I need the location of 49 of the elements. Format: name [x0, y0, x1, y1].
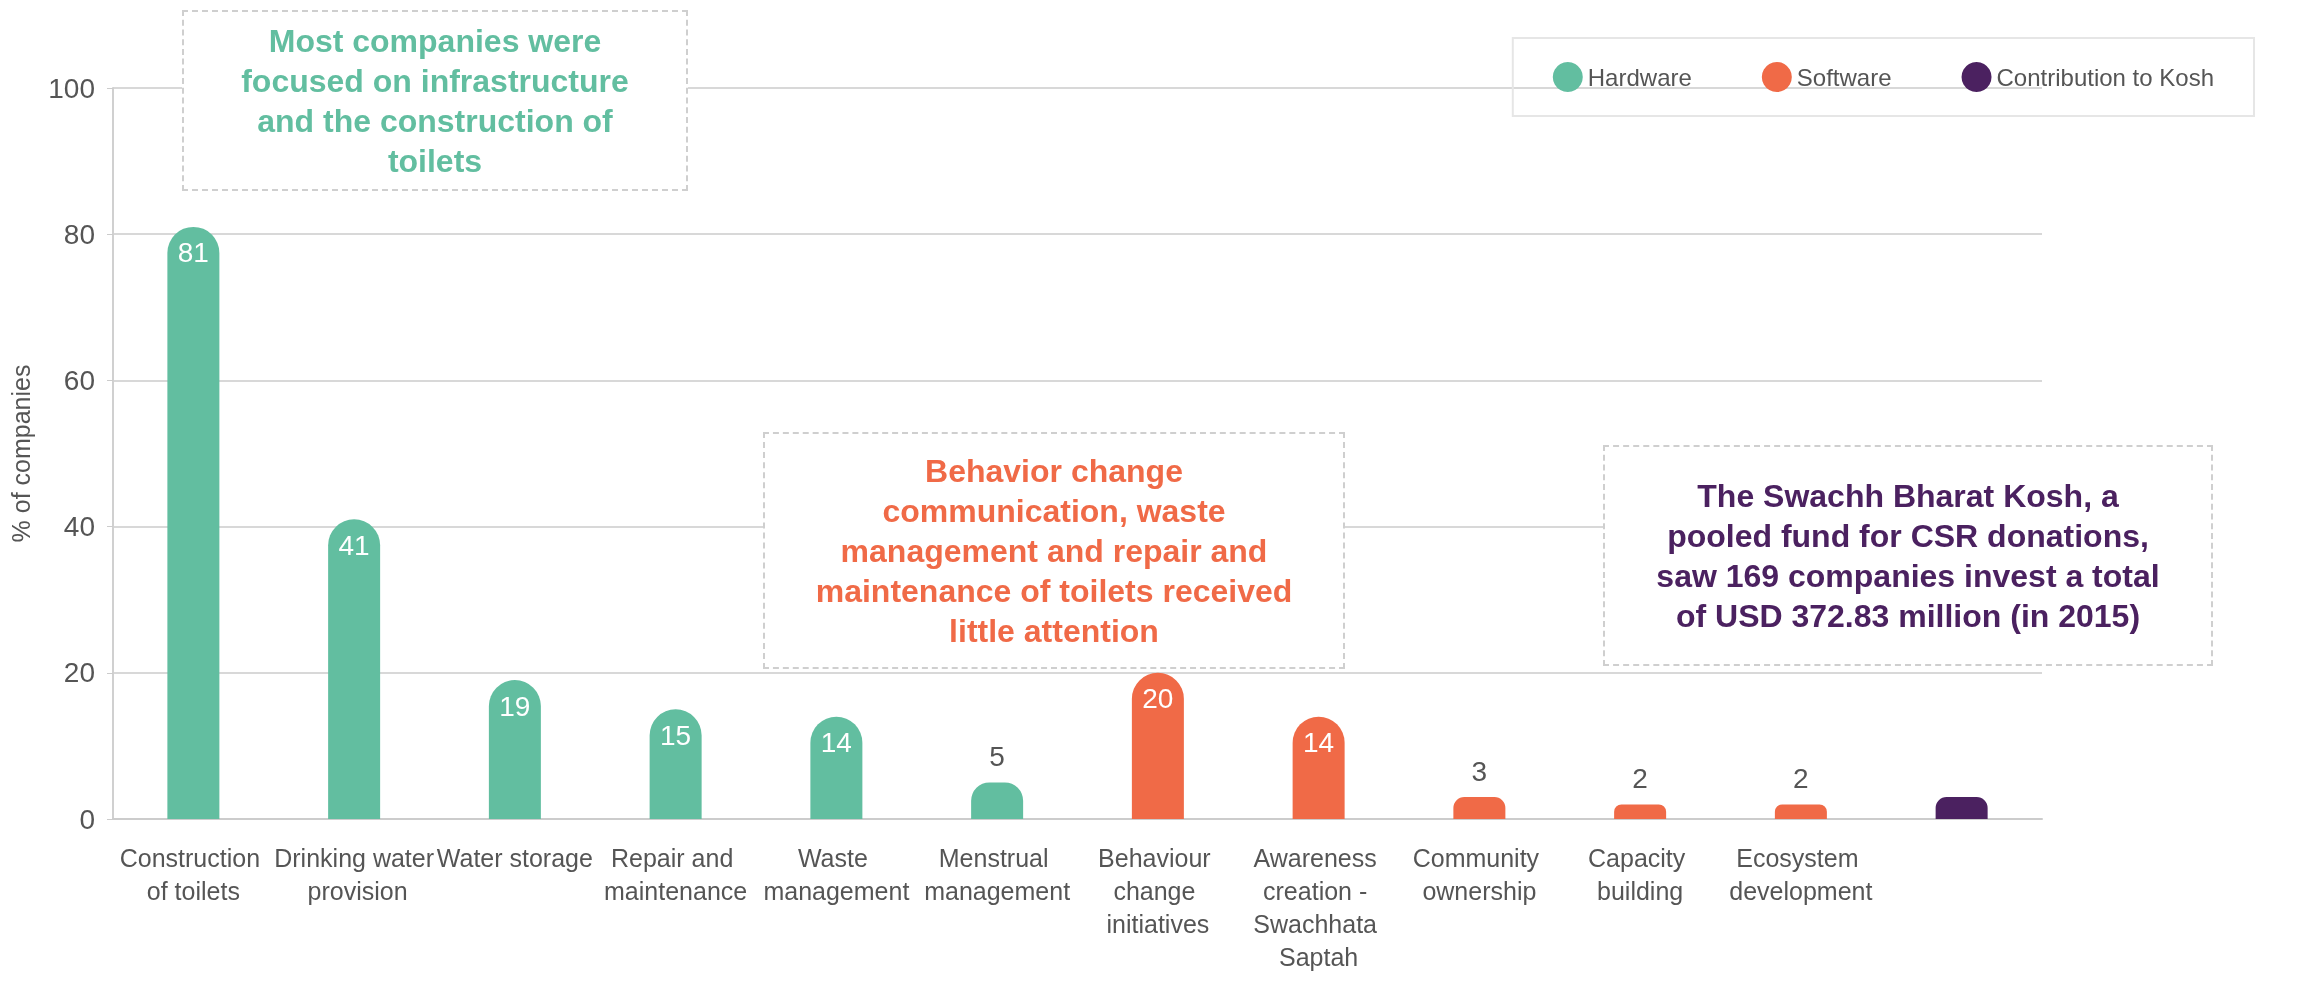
data-label: 20 [1142, 683, 1174, 715]
bar [167, 226, 220, 819]
annotation: The Swachh Bharat Kosh, a pooled fund for CSR donations, saw 169 companies invest a total of USD 372.83 million (in 2015) [1655, 476, 2161, 636]
x-tick-label: Water storage [436, 843, 593, 872]
bar [1292, 716, 1345, 819]
data-label: 3 [1471, 755, 1488, 787]
legend-label: Software [1796, 63, 1892, 91]
callout-box: Most companies were focused on infrastructure and the construction of toilets [182, 10, 688, 191]
x-tick-label: Repair and maintenance [604, 843, 748, 905]
callout-box: Behavior change communication, waste management and repair and maintenance of toilets received little attention [763, 432, 1345, 669]
bar [1935, 797, 1988, 819]
y-tick-label: 80 [63, 218, 95, 250]
legend-label: Contribution to Kosh [1996, 63, 2214, 91]
annotation: Behavior change communication, waste management and repair and maintenance of toilets received little attention [814, 451, 1294, 651]
data-label: 19 [499, 690, 531, 722]
x-tick-label: Menstrual management [924, 843, 1071, 905]
data-label: 2 [1793, 762, 1809, 794]
x-tick-label: Ecosystem development [1729, 843, 1873, 905]
x-tick-label: Construction of toilets [119, 843, 268, 905]
y-tick-label: 100 [48, 72, 95, 104]
bar [649, 709, 702, 819]
x-tick-label: Waste management [763, 843, 910, 905]
bar [1614, 804, 1667, 819]
x-tick-label: Drinking water provision [274, 843, 435, 905]
x-tick-label: Capacity building [1588, 843, 1693, 905]
data-label: 14 [820, 727, 852, 759]
callout-box: The Swachh Bharat Kosh, a pooled fund for CSR donations, saw 169 companies invest a total of USD 372.83 million (in 2015) [1603, 445, 2213, 666]
data-label: 14 [1303, 727, 1335, 759]
x-tick-label: Awareness creation - Swachhata Saptah [1253, 843, 1384, 971]
data-label: 41 [338, 529, 370, 561]
bar [1774, 804, 1827, 819]
y-tick-label: 60 [63, 364, 95, 396]
data-label: 81 [177, 237, 209, 269]
bar [810, 716, 863, 819]
data-label: 15 [660, 719, 692, 751]
x-tick-label: Community ownership [1412, 843, 1547, 905]
y-axis-title: % of companies [6, 364, 35, 543]
bar [328, 519, 381, 819]
bar [1453, 797, 1506, 819]
bar [488, 680, 541, 819]
y-tick-label: 20 [63, 657, 95, 689]
bar [1131, 672, 1184, 819]
y-tick-label: 0 [79, 803, 95, 835]
x-tick-label: Behaviour change initiatives [1098, 843, 1218, 938]
data-label: 2 [1632, 762, 1648, 794]
legend-label: Hardware [1587, 63, 1692, 91]
annotation: Most companies were focused on infrastructure and the construction of toilets [240, 21, 630, 181]
y-tick-label: 40 [63, 511, 95, 543]
data-label: 5 [989, 740, 1005, 772]
